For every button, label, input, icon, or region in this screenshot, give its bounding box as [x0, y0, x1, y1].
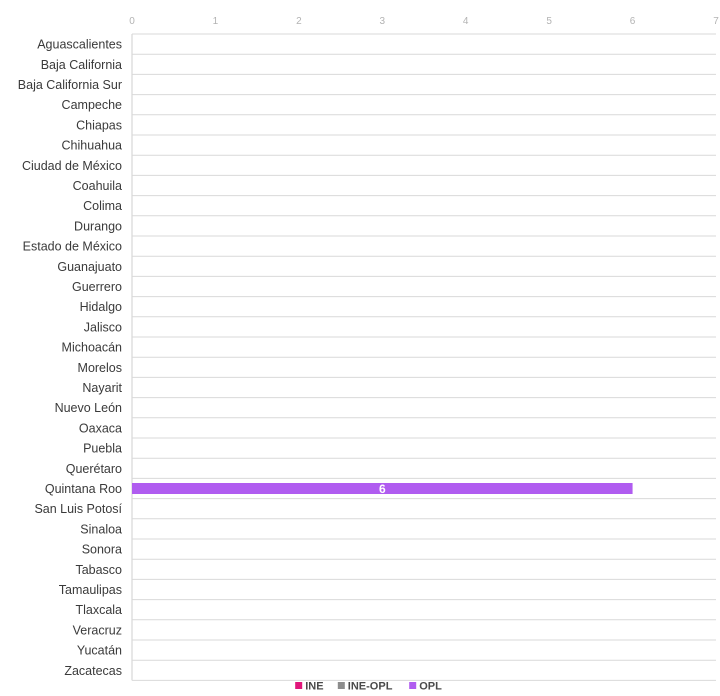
category-label: Michoacán: [62, 341, 122, 355]
category-label: Durango: [74, 219, 122, 233]
x-tick-label: 3: [380, 16, 386, 27]
category-label: Nayarit: [82, 381, 122, 395]
bar-opl: [132, 483, 633, 494]
category-label: Estado de México: [23, 240, 122, 254]
data-label: 6: [379, 482, 386, 496]
category-label: Baja California: [41, 58, 122, 72]
category-label: Colima: [83, 199, 122, 213]
category-label: Nuevo León: [55, 401, 122, 415]
legend-label: OPL: [419, 681, 442, 693]
legend-label: INE-OPL: [348, 681, 393, 693]
x-tick-label: 2: [296, 16, 302, 27]
category-label: Tamaulipas: [59, 583, 122, 597]
category-label: Sinaloa: [80, 522, 122, 536]
category-label: Veracruz: [73, 623, 122, 637]
x-tick-label: 1: [213, 16, 219, 27]
category-label: Puebla: [83, 442, 122, 456]
category-label: Sonora: [82, 543, 122, 557]
category-label: Tabasco: [75, 563, 122, 577]
category-label: Zacatecas: [64, 664, 122, 678]
legend-swatch-opl: [409, 682, 417, 689]
legend-swatch-ine-opl: [337, 682, 345, 689]
category-label: Chihuahua: [62, 139, 123, 153]
category-label: Morelos: [78, 361, 122, 375]
category-label: Coahuila: [73, 179, 122, 193]
grid: [131, 33, 716, 681]
category-label: Oaxaca: [79, 421, 122, 435]
category-label: Guerrero: [72, 280, 122, 294]
y-axis-labels: Aguascalientes Baja California Baja Califo…: [18, 38, 123, 678]
category-label: Yucatán: [77, 644, 122, 658]
x-axis-ticks: 0 1 2 3 4 5 6 7: [129, 16, 719, 27]
x-tick-label: 7: [713, 16, 719, 27]
category-label: Querétaro: [66, 462, 122, 476]
category-label: Chiapas: [76, 118, 122, 132]
x-tick-label: 4: [463, 16, 469, 27]
x-tick-label: 6: [630, 16, 636, 27]
legend-swatch-ine: [295, 682, 303, 689]
category-label: Aguascalientes: [37, 38, 122, 52]
category-label: Tlaxcala: [75, 603, 122, 617]
category-label: Ciudad de México: [22, 159, 122, 173]
category-label: Guanajuato: [57, 260, 122, 274]
category-label: Hidalgo: [80, 300, 122, 314]
category-label: Baja California Sur: [18, 78, 122, 92]
legend: INE INE-OPL OPL: [295, 681, 442, 693]
x-tick-label: 5: [546, 16, 552, 27]
bars: 6: [132, 482, 633, 496]
category-label: Campeche: [62, 98, 122, 112]
category-label: San Luis Potosí: [34, 502, 122, 516]
category-label: Jalisco: [84, 320, 122, 334]
legend-label: INE: [305, 681, 323, 693]
category-label: Quintana Roo: [45, 482, 122, 496]
x-tick-label: 0: [129, 16, 135, 27]
